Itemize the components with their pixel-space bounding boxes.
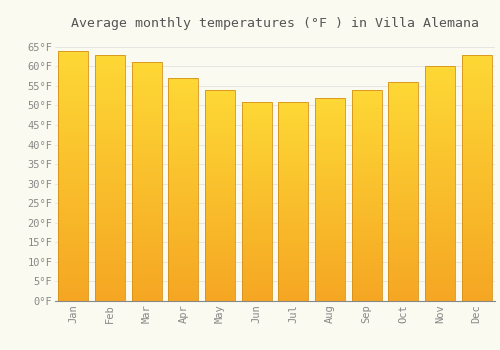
Bar xyxy=(425,66,455,301)
Bar xyxy=(278,102,308,301)
Bar xyxy=(95,55,125,301)
Bar xyxy=(242,102,272,301)
Bar xyxy=(388,82,418,301)
Bar xyxy=(352,90,382,301)
Bar xyxy=(58,51,88,301)
Bar xyxy=(205,90,235,301)
Bar xyxy=(462,55,492,301)
Bar xyxy=(168,78,198,301)
Title: Average monthly temperatures (°F ) in Villa Alemana: Average monthly temperatures (°F ) in Vi… xyxy=(71,17,479,30)
Bar xyxy=(132,62,162,301)
Bar xyxy=(315,98,345,301)
